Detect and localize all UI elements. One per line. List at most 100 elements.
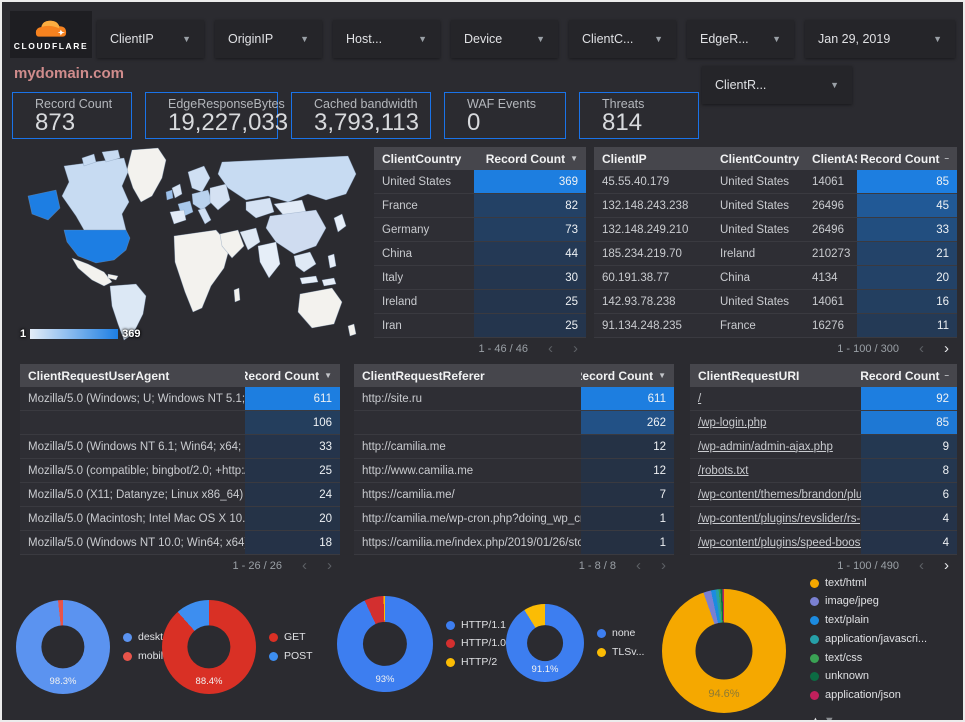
column-header[interactable]: ClientRequestUserAgent	[28, 368, 170, 383]
data-cell[interactable]: /	[698, 392, 702, 405]
scorecard-label: Cached bandwidth	[314, 97, 418, 111]
data-cell: China	[720, 271, 751, 284]
sort-desc-icon[interactable]: ▼	[823, 715, 838, 722]
legend-label: application/javascri...	[825, 632, 928, 645]
record-count-cell: 1	[581, 507, 674, 530]
data-cell[interactable]: /wp-content/plugins/speed-booste...	[698, 536, 861, 549]
next-page-icon[interactable]: ›	[944, 557, 949, 574]
table-header-row: ClientRequestUserAgent Record Count ▼	[20, 364, 340, 387]
donut-ring[interactable]: 94.6%	[662, 588, 786, 713]
data-cell[interactable]: /wp-login.php	[698, 416, 767, 429]
world-map-chart[interactable]	[12, 144, 370, 350]
table-row: Mozilla/5.0 (Windows; U; Windows NT 5.1;…	[20, 387, 340, 411]
data-cell[interactable]: /wp-content/themes/brandon/plu...	[698, 488, 861, 501]
table-row: 132.148.243.238 United States 26496 45	[594, 194, 957, 218]
donut-ring[interactable]: 91.1%	[506, 604, 584, 682]
data-cell: Mozilla/5.0 (compatible; bingbot/2.0; +h…	[28, 464, 245, 477]
legend-label: HTTP/1.0	[461, 637, 506, 650]
prev-page-icon: ‹	[636, 557, 641, 574]
table-row: Mozilla/5.0 (Windows NT 10.0; Win64; x64…	[20, 531, 340, 555]
data-cell: https://camilia.me/index.php/2019/01/26/…	[362, 536, 581, 549]
donut-percent-label: 93%	[375, 674, 395, 685]
sort-indicator-icon: –	[944, 371, 949, 380]
data-cell: Ireland	[720, 247, 756, 260]
table-client-country: ClientCountry Record Count ▼ United States 3…	[374, 147, 586, 358]
sort-asc-icon[interactable]: ▲	[810, 715, 824, 722]
sort-indicator-icon: ▼	[570, 154, 578, 163]
scorecard: Cached bandwidth 3,793,113	[291, 92, 431, 139]
filter-chip-clientc[interactable]: ClientC... ▼	[569, 20, 676, 58]
filter-chip-clientip[interactable]: ClientIP ▼	[97, 20, 204, 58]
table-header-row: ClientRequestURI Record Count –	[690, 364, 957, 387]
record-count-cell: 12	[581, 435, 674, 458]
legend-dot	[597, 629, 606, 639]
table-row: China 44	[374, 242, 586, 266]
donut-ring[interactable]: 98.3%	[16, 600, 110, 694]
record-count-cell: 25	[245, 459, 340, 482]
column-header-label: Record Count	[861, 368, 940, 383]
filter-chip-jan292019[interactable]: Jan 29, 2019 ▼	[805, 20, 955, 58]
column-header[interactable]: Record Count ▼	[245, 364, 340, 387]
filter-label: EdgeR...	[700, 32, 749, 46]
scorecard-label: WAF Events	[467, 97, 536, 111]
legend-label: mobile	[138, 649, 169, 662]
legend-item: GET	[269, 631, 313, 644]
column-header[interactable]: Record Count –	[857, 147, 957, 170]
data-cell: 26496	[812, 199, 844, 212]
legend-item: TLSv...	[597, 646, 644, 659]
record-count-cell: 106	[245, 411, 340, 434]
column-header[interactable]: ClientASN	[812, 151, 857, 166]
legend-label: text/plain	[825, 614, 870, 626]
legend-item: HTTP/1.1	[446, 619, 511, 632]
filter-chip-originip[interactable]: OriginIP ▼	[215, 20, 322, 58]
filter-chip-device[interactable]: Device ▼	[451, 20, 558, 58]
brand-text: CLOUDFLARE	[13, 41, 89, 51]
legend-dot	[446, 657, 455, 667]
next-page-icon: ›	[327, 557, 332, 574]
scorecard-label: Threats	[602, 97, 645, 111]
geo-map-panel: 1 369	[12, 144, 370, 350]
record-count-cell: 20	[245, 507, 340, 530]
legend-item: POST	[269, 650, 313, 663]
legend-dot	[446, 639, 455, 649]
filter-chip-host[interactable]: Host... ▼	[333, 20, 440, 58]
column-header[interactable]: ClientCountry	[382, 151, 462, 166]
data-cell	[354, 411, 581, 434]
table-row: http://camilia.me 12	[354, 435, 674, 459]
filter-chip-clientr[interactable]: ClientR... ▼	[702, 66, 852, 104]
legend-item: HTTP/2	[446, 656, 511, 669]
column-header[interactable]: Record Count –	[861, 364, 957, 387]
record-count-cell: 8	[861, 459, 957, 482]
table-header-row: ClientCountry Record Count ▼	[374, 147, 586, 170]
data-cell: 185.234.219.70	[602, 247, 682, 260]
table-row: 132.148.249.210 United States 26496 33	[594, 218, 957, 242]
data-cell[interactable]: /robots.txt	[698, 464, 749, 477]
donut-ring[interactable]: 88.4%	[162, 600, 256, 694]
filter-label: Jan 29, 2019	[818, 32, 891, 46]
column-header[interactable]: ClientCountry	[720, 151, 800, 166]
next-page-icon[interactable]: ›	[944, 340, 949, 357]
donut-ring[interactable]: 93%	[337, 596, 433, 692]
sort-indicator-icon: –	[944, 154, 949, 163]
data-cell: 142.93.78.238	[602, 295, 676, 308]
column-header[interactable]: ClientIP	[602, 151, 647, 166]
column-header[interactable]: Record Count ▼	[581, 364, 674, 387]
column-header[interactable]: Record Count ▼	[474, 147, 586, 170]
table-referer: ClientRequestReferer Record Count ▼ http://…	[354, 364, 674, 575]
legend-label: POST	[284, 649, 313, 662]
record-count-cell: 611	[581, 387, 674, 410]
filter-bar: ClientIP ▼ OriginIP ▼ Host... ▼ Device ▼ ClientC…	[97, 20, 955, 58]
table-row: 45.55.40.179 United States 14061 85	[594, 170, 957, 194]
legend-item: text/plain	[810, 614, 927, 628]
record-count-cell: 33	[245, 435, 340, 458]
chevron-down-icon: ▼	[182, 34, 191, 44]
table-row: 185.234.219.70 Ireland 210273 21	[594, 242, 957, 266]
donut-percent-label: 91.1%	[531, 664, 559, 675]
column-header[interactable]: ClientRequestReferer	[362, 368, 485, 383]
data-cell[interactable]: /wp-content/plugins/revslider/rs-p...	[698, 512, 861, 525]
filter-chip-edger[interactable]: EdgeR... ▼	[687, 20, 794, 58]
record-count-cell: 4	[861, 531, 957, 554]
data-cell[interactable]: /wp-admin/admin-ajax.php	[698, 440, 833, 453]
data-cell: Mozilla/5.0 (Windows NT 10.0; Win64; x64…	[28, 536, 245, 549]
column-header[interactable]: ClientRequestURI	[698, 368, 800, 383]
